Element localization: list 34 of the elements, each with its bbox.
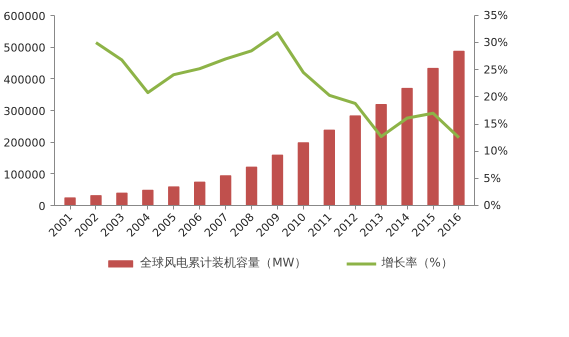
bar	[427, 68, 439, 206]
bar	[401, 88, 413, 206]
bar	[324, 130, 335, 206]
legend-label: 全球风电累计装机容量（MW）	[140, 254, 306, 272]
y-tick-label: 200000	[4, 136, 46, 150]
y2-tick-label: 20%	[484, 90, 508, 104]
bar	[220, 175, 232, 206]
y2-tick-label: 15%	[484, 118, 508, 131]
bar	[116, 192, 128, 206]
y-tick-label: 400000	[4, 73, 46, 86]
y2-tick-label: 30%	[484, 36, 508, 50]
y-tick-label: 300000	[4, 105, 46, 118]
bar	[168, 186, 180, 206]
bar	[298, 142, 310, 206]
y2-tick-label: 5%	[484, 172, 501, 185]
bar	[194, 182, 206, 206]
bar	[453, 50, 465, 206]
bar	[350, 115, 361, 206]
bar	[64, 197, 76, 206]
y2-tick-label: 0%	[484, 199, 501, 212]
y-tick-label: 500000	[4, 42, 46, 55]
bar	[90, 195, 102, 206]
legend-label: 增长率（%）	[381, 254, 453, 272]
bar	[272, 154, 284, 206]
y-tick-label: 600000	[4, 10, 46, 23]
y2-tick-label: 25%	[484, 63, 508, 76]
bar	[375, 104, 387, 206]
y-tick-label: 0	[38, 200, 46, 213]
line-series	[94, 31, 460, 140]
y2-tick-label: 10%	[484, 144, 508, 158]
y-tick-label: 100000	[4, 168, 46, 182]
bar	[142, 190, 154, 206]
y2-tick-label: 35%	[484, 9, 508, 22]
bar	[246, 166, 258, 206]
